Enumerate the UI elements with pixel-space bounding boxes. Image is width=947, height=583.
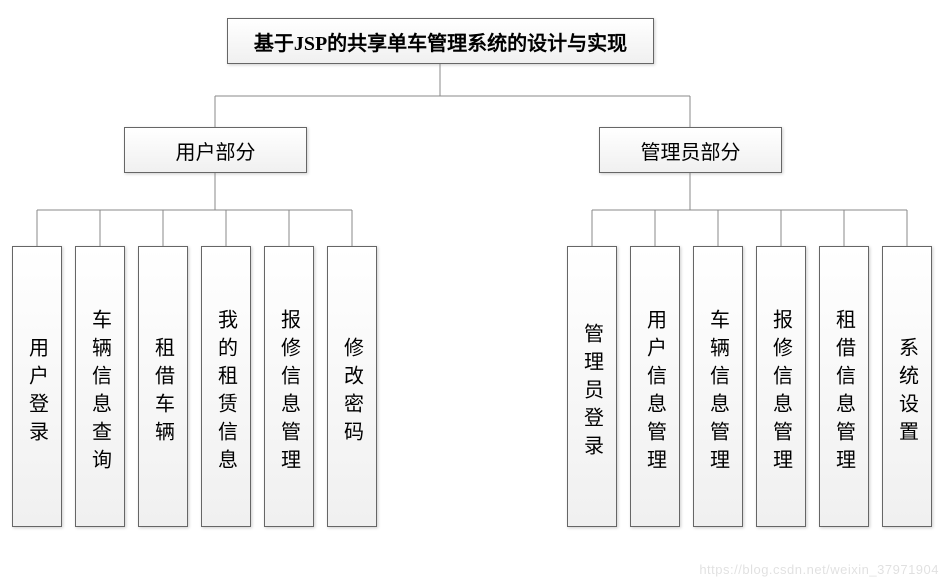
leaf-vehicle-info-manage: 车辆信息管理 (693, 246, 743, 527)
leaf-rent-vehicle: 租借车辆 (138, 246, 188, 527)
mid-node-user: 用户部分 (124, 127, 307, 173)
leaf-repair-info-manage: 报修信息管理 (264, 246, 314, 527)
leaf-user-login: 用户登录 (12, 246, 62, 527)
watermark-text: https://blog.csdn.net/weixin_37971904 (699, 562, 939, 577)
leaf-my-rental-info: 我的租赁信息 (201, 246, 251, 527)
leaf-admin-login: 管理员登录 (567, 246, 617, 527)
leaf-system-settings: 系统设置 (882, 246, 932, 527)
leaf-vehicle-info-query: 车辆信息查询 (75, 246, 125, 527)
leaf-user-info-manage: 用户信息管理 (630, 246, 680, 527)
root-node: 基于JSP的共享单车管理系统的设计与实现 (227, 18, 654, 64)
leaf-repair-info-manage-admin: 报修信息管理 (756, 246, 806, 527)
leaf-rental-info-manage: 租借信息管理 (819, 246, 869, 527)
mid-node-admin: 管理员部分 (599, 127, 782, 173)
leaf-change-password: 修改密码 (327, 246, 377, 527)
